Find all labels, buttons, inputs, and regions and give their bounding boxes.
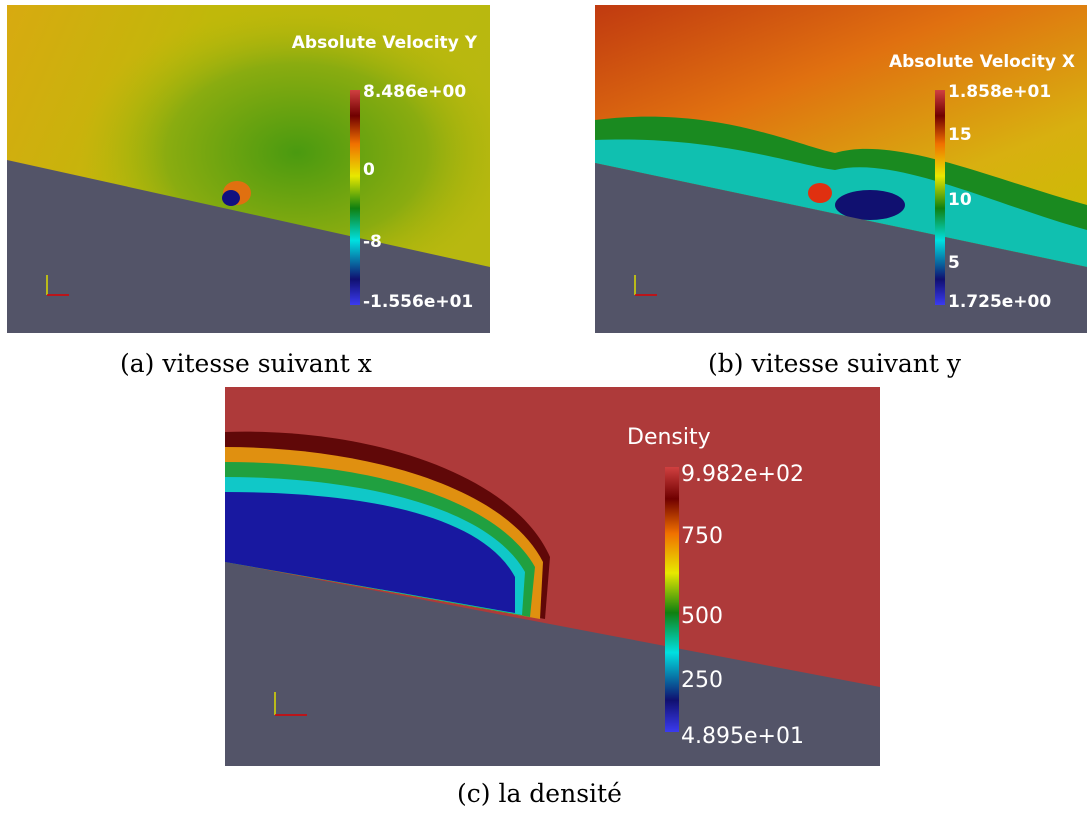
legend-label: 4.895e+01: [681, 724, 804, 749]
caption: (c) la densité: [457, 779, 622, 808]
legend-label: 0: [363, 160, 375, 180]
legend-label: -8: [363, 232, 382, 252]
legend-label: 9.982e+02: [681, 462, 804, 487]
legend-label: 1.725e+00: [948, 292, 1051, 312]
legend-label: 250: [681, 668, 723, 693]
panel-a: Absolute Velocity Y 8.486e+00 0 -8 -1.55…: [7, 5, 490, 333]
legend-label: 1.858e+01: [948, 82, 1051, 102]
legend-label: 500: [681, 604, 723, 629]
legend-label: 15: [948, 125, 972, 145]
caption: (a) vitesse suivant x: [120, 349, 372, 378]
legend-label: 5: [948, 253, 960, 273]
caption: (b) vitesse suivant y: [708, 349, 961, 378]
legend-label: 8.486e+00: [363, 82, 466, 102]
panel-b: Absolute Velocity X 1.858e+01 15 10 5 1.…: [595, 5, 1087, 333]
legend-title: Density: [627, 425, 711, 450]
legend-label: -1.556e+01: [363, 292, 473, 312]
legend-title: Absolute Velocity X: [889, 52, 1075, 72]
legend-label: 10: [948, 190, 972, 210]
legend-title: Absolute Velocity Y: [292, 33, 478, 53]
panel-c: Density 9.982e+02 750 500 250 4.895e+01: [225, 387, 880, 766]
legend-label: 750: [681, 524, 723, 549]
